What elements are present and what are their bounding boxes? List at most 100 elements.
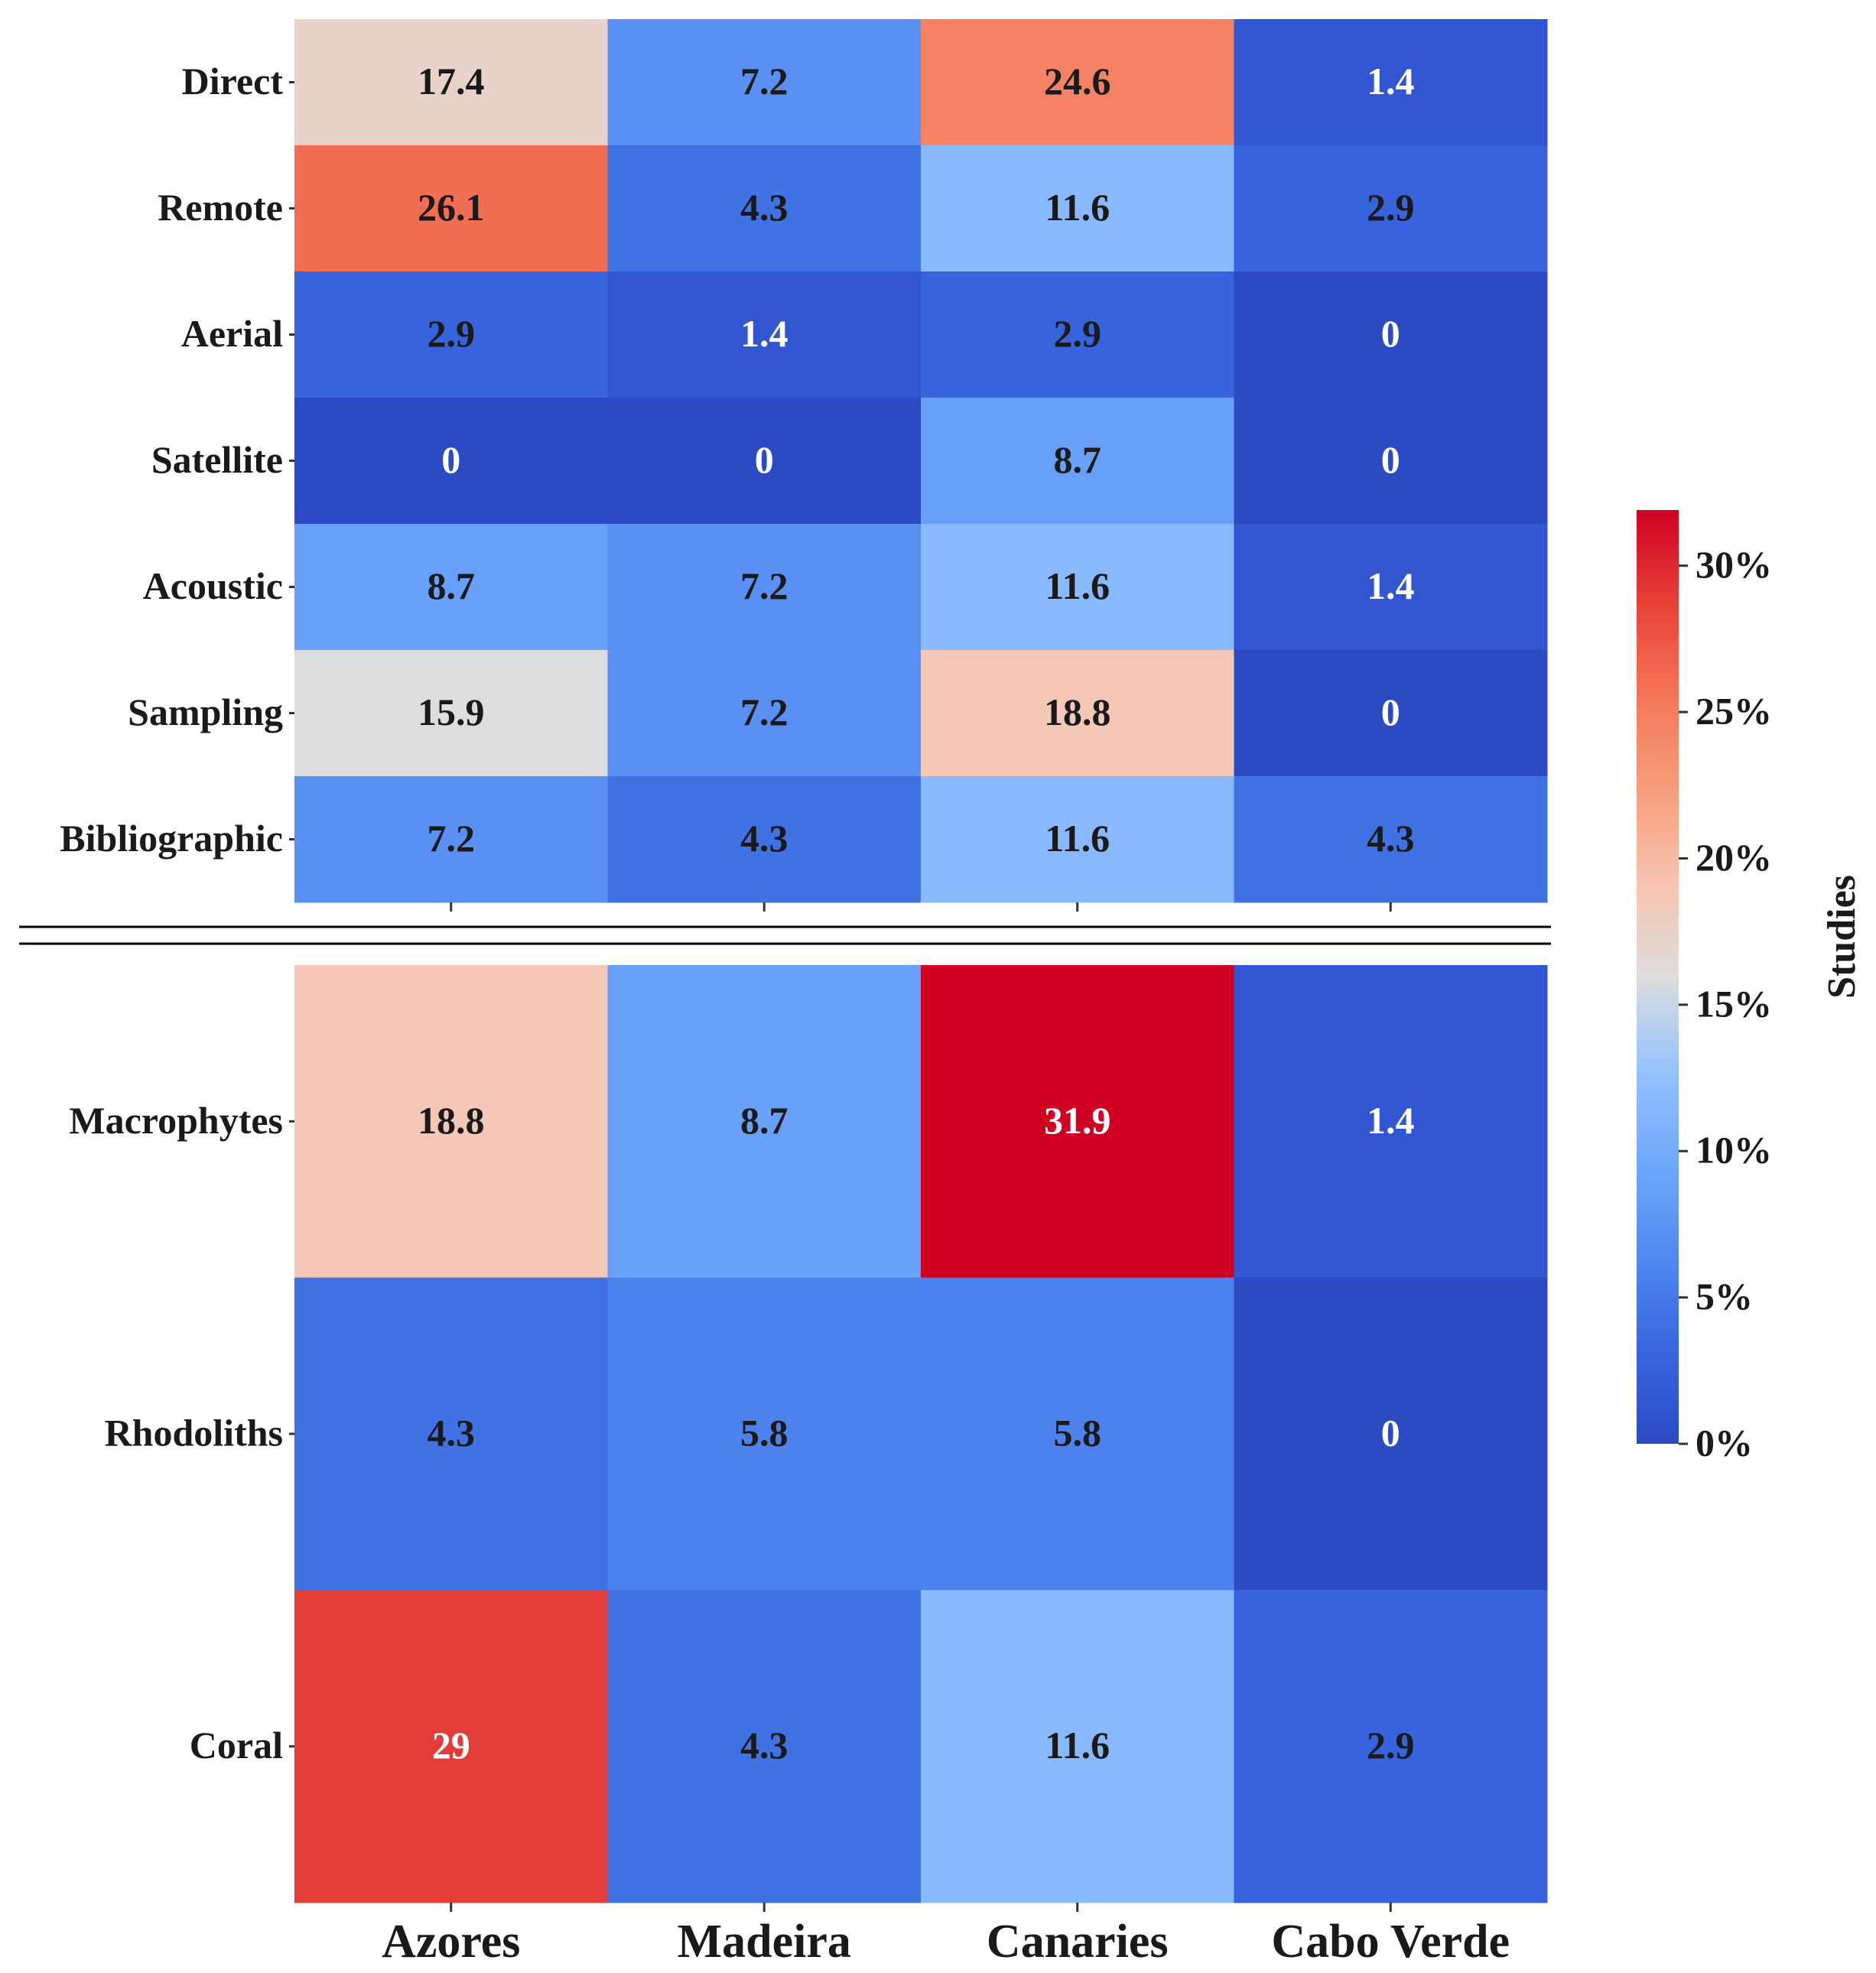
heatmap-cell-bibliographic-madeira	[607, 776, 922, 903]
heatmap-cell-direct-canaries	[921, 19, 1234, 146]
heatmap-cell-acoustic-azores	[294, 524, 608, 651]
colorbar: 0% 5% 10% 15% 20% 25% 30% Studies	[1637, 510, 1864, 1464]
cell-value-acoustic-madeira: 7.2	[740, 564, 788, 607]
cell-value-rhodoliths-azores: 4.3	[428, 1411, 476, 1454]
cell-value-macrophytes-cabo-verde: 1.4	[1367, 1099, 1415, 1142]
heatmap-cell-bibliographic-azores	[294, 776, 608, 903]
colorbar-tick-label: 15%	[1696, 982, 1772, 1025]
column-label-cabo-verde: Cabo Verde	[1271, 1916, 1510, 1968]
heatmap-cell-acoustic-cabo-verde	[1234, 524, 1548, 651]
heatmap-cell-direct-madeira	[607, 19, 922, 146]
heatmap-cell-direct-cabo-verde	[1234, 19, 1548, 146]
cell-value-acoustic-cabo-verde: 1.4	[1367, 564, 1415, 607]
heatmap-cell-rhodoliths-canaries	[921, 1277, 1234, 1591]
heatmap-cell-sampling-cabo-verde	[1234, 650, 1548, 777]
heatmap-cell-satellite-madeira	[607, 398, 922, 525]
heatmap-cell-remote-azores	[294, 145, 608, 272]
heatmap-cell-macrophytes-cabo-verde	[1234, 965, 1548, 1279]
cell-value-satellite-canaries: 8.7	[1054, 438, 1102, 481]
cell-value-coral-madeira: 4.3	[740, 1724, 788, 1767]
column-label-madeira: Madeira	[678, 1916, 851, 1968]
cell-value-direct-azores: 17.4	[418, 60, 485, 102]
heatmap-cell-coral-canaries	[921, 1590, 1234, 1903]
heatmap-cell-aerial-cabo-verde	[1234, 271, 1548, 398]
cell-value-rhodoliths-madeira: 5.8	[740, 1411, 788, 1454]
cell-value-acoustic-canaries: 11.6	[1045, 564, 1110, 607]
cell-value-acoustic-azores: 8.7	[428, 564, 476, 607]
habitats-heatmap: Macrophytes Rhodoliths Coral 18.8 8.7 31.9 1.4…	[69, 965, 1548, 1912]
cell-value-rhodoliths-cabo-verde: 0	[1381, 1411, 1400, 1454]
row-label-sampling: Sampling	[128, 691, 283, 733]
cell-value-sampling-madeira: 7.2	[740, 691, 788, 733]
heatmap-cell-sampling-madeira	[607, 650, 922, 777]
heatmap-cell-macrophytes-canaries	[921, 965, 1234, 1279]
heatmap-cell-satellite-cabo-verde	[1234, 398, 1548, 525]
row-label-macrophytes: Macrophytes	[69, 1099, 283, 1142]
heatmap-cell-sampling-azores	[294, 650, 608, 777]
cell-value-remote-madeira: 4.3	[740, 186, 788, 229]
row-label-remote: Remote	[158, 186, 283, 229]
cell-value-remote-azores: 26.1	[418, 186, 485, 229]
x-axis: Azores Madeira Canaries Cabo Verde	[382, 1916, 1510, 1968]
heatmap-cell-remote-madeira	[607, 145, 922, 272]
colorbar-tick-label: 30%	[1696, 543, 1772, 586]
heatmap-cell-remote-cabo-verde	[1234, 145, 1548, 272]
cell-value-aerial-canaries: 2.9	[1054, 312, 1102, 355]
cell-value-rhodoliths-canaries: 5.8	[1054, 1411, 1102, 1454]
cell-value-satellite-madeira: 0	[755, 438, 774, 481]
cell-value-coral-azores: 29	[432, 1724, 470, 1767]
heatmap-cell-macrophytes-azores	[294, 965, 608, 1279]
colorbar-tick-label: 5%	[1696, 1275, 1753, 1318]
heatmap-cell-aerial-canaries	[921, 271, 1234, 398]
heatmap-cell-rhodoliths-cabo-verde	[1234, 1277, 1548, 1591]
heatmap-cell-rhodoliths-madeira	[607, 1277, 922, 1591]
cell-value-macrophytes-canaries: 31.9	[1044, 1099, 1111, 1142]
row-label-satellite: Satellite	[151, 438, 283, 481]
cell-value-sampling-canaries: 18.8	[1044, 691, 1111, 733]
row-label-bibliographic: Bibliographic	[60, 817, 283, 860]
row-label-coral: Coral	[190, 1724, 283, 1767]
panel-separator	[19, 925, 1551, 945]
cell-value-remote-cabo-verde: 2.9	[1367, 186, 1415, 229]
heatmap-cell-bibliographic-canaries	[921, 776, 1234, 903]
cell-value-sampling-azores: 15.9	[418, 691, 485, 733]
cell-value-bibliographic-cabo-verde: 4.3	[1367, 817, 1415, 860]
column-label-azores: Azores	[382, 1916, 520, 1968]
row-label-rhodoliths: Rhodoliths	[105, 1411, 283, 1454]
heatmap-cell-aerial-madeira	[607, 271, 922, 398]
cell-value-bibliographic-canaries: 11.6	[1045, 817, 1110, 860]
colorbar-title: Studies	[1820, 875, 1864, 999]
row-label-acoustic: Acoustic	[143, 564, 283, 607]
colorbar-tick-label: 20%	[1696, 836, 1772, 879]
row-label-aerial: Aerial	[181, 312, 283, 355]
colorbar-tick-label: 25%	[1696, 690, 1772, 733]
cell-value-coral-canaries: 11.6	[1045, 1724, 1110, 1767]
heatmap-cell-coral-madeira	[607, 1590, 922, 1903]
colorbar-tick-label: 10%	[1696, 1129, 1772, 1172]
cell-value-coral-cabo-verde: 2.9	[1367, 1724, 1415, 1767]
cell-value-bibliographic-madeira: 4.3	[740, 817, 788, 860]
heatmap-cell-sampling-canaries	[921, 650, 1234, 777]
heatmap-cell-coral-azores	[294, 1590, 608, 1903]
cell-value-bibliographic-azores: 7.2	[428, 817, 476, 860]
heatmap-cell-satellite-azores	[294, 398, 608, 525]
row-label-direct: Direct	[182, 60, 284, 102]
heatmap-cell-bibliographic-cabo-verde	[1234, 776, 1548, 903]
cell-value-direct-cabo-verde: 1.4	[1367, 60, 1415, 102]
heatmap-cell-satellite-canaries	[921, 398, 1234, 525]
methods-heatmap: Direct Remote Aerial Satellite Acoustic Sampl…	[60, 19, 1548, 912]
heatmap-cell-remote-canaries	[921, 145, 1234, 272]
cell-value-aerial-cabo-verde: 0	[1381, 312, 1400, 355]
heatmap-cell-coral-cabo-verde	[1234, 1590, 1548, 1903]
heatmap-cell-direct-azores	[294, 19, 608, 146]
heatmap-cell-macrophytes-madeira	[607, 965, 922, 1279]
column-label-canaries: Canaries	[987, 1916, 1169, 1968]
colorbar-tick-label: 0%	[1696, 1421, 1753, 1464]
cell-value-satellite-azores: 0	[441, 438, 460, 481]
cell-value-aerial-madeira: 1.4	[740, 312, 788, 355]
cell-value-aerial-azores: 2.9	[428, 312, 476, 355]
cell-value-macrophytes-madeira: 8.7	[740, 1099, 788, 1142]
heatmap-cell-aerial-azores	[294, 271, 608, 398]
cell-value-direct-madeira: 7.2	[740, 60, 788, 102]
